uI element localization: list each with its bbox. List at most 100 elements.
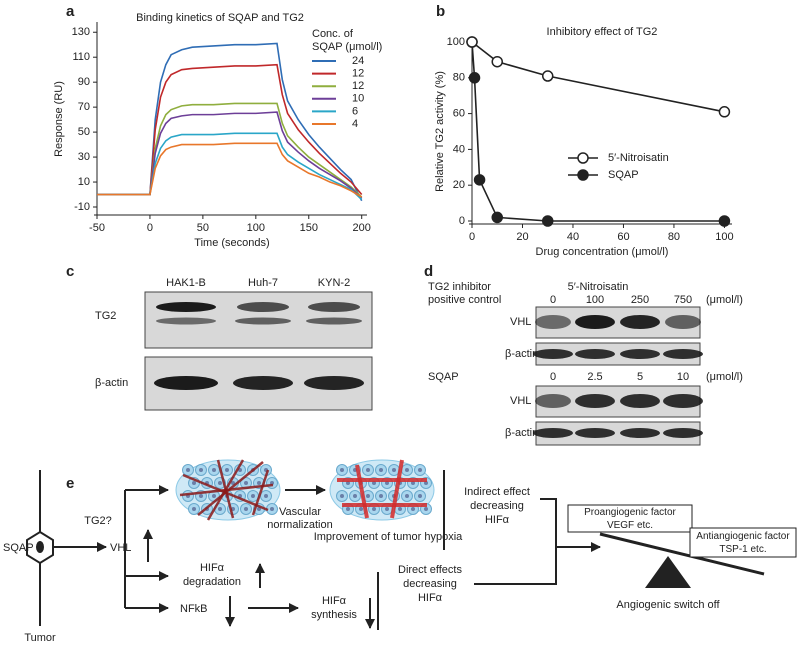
blot-band (575, 394, 615, 408)
nucleus (392, 468, 396, 472)
legend-title: SQAP (μmol/l) (312, 41, 382, 53)
text-line: Proangiogenic factor (584, 507, 676, 518)
legend-marker (577, 152, 589, 164)
point (468, 72, 481, 84)
nucleus (212, 494, 216, 498)
series-line (97, 102, 363, 198)
dose-label: 250 (631, 294, 649, 306)
panel-label: d (424, 263, 433, 280)
text-line: HIFα (200, 562, 225, 574)
x-axis-label: Drug concentration (μmol/l) (536, 246, 669, 258)
legend-label: 24 (352, 55, 364, 67)
blot-band (665, 315, 701, 329)
legend-label: 6 (352, 105, 358, 117)
y-tick-label: 80 (453, 72, 465, 84)
nucleus (186, 468, 190, 472)
drug-label: SQAP (428, 371, 459, 383)
node-label: VHL (110, 542, 131, 554)
lane-label: HAK1-B (166, 277, 206, 289)
text-line: normalization (267, 519, 332, 531)
node-label: Indirect effect (464, 486, 530, 498)
point (473, 174, 486, 186)
nucleus (372, 507, 376, 511)
point (718, 215, 731, 227)
node-label: HIFα (200, 562, 225, 574)
blot-band (156, 317, 216, 325)
dose-label: 2.5 (587, 371, 602, 383)
x-axis-label: Time (seconds) (194, 237, 269, 249)
nucleus (353, 494, 357, 498)
y-tick-label: 50 (78, 126, 90, 138)
y-tick-label: 60 (453, 108, 465, 120)
blot-band (663, 349, 703, 359)
text-line: TSP-1 etc. (719, 544, 766, 555)
y-axis-label: Relative TG2 activity (%) (434, 71, 446, 192)
y-tick-label: 20 (453, 179, 465, 191)
nucleus (218, 481, 222, 485)
row-label: TG2 (95, 310, 116, 322)
blot-band (154, 376, 218, 390)
lane-label: Huh-7 (248, 277, 278, 289)
nucleus (418, 468, 422, 472)
series-line (471, 41, 725, 113)
x-tick-label: 100 (247, 222, 265, 234)
nucleus (257, 481, 261, 485)
node-label: HIFα (485, 514, 510, 526)
blot-band (235, 317, 291, 325)
dose-label: 5 (637, 371, 643, 383)
drug-label: 5′-Nitroisatin (568, 281, 629, 293)
y-tick-label: 100 (447, 36, 465, 48)
series-line (97, 63, 363, 196)
row-label: β-actin (505, 427, 538, 439)
blot-band (233, 376, 293, 390)
text-line: HIFα (485, 514, 510, 526)
blot-c: HAK1-B Huh-7 KYN-2 TG2 β-actin (95, 277, 350, 389)
legend-label: 4 (352, 118, 358, 130)
y-tick-label: 110 (72, 51, 90, 63)
nucleus (251, 494, 255, 498)
node-label: Angiogenic switch off (616, 599, 720, 611)
chart-title: Inhibitory effect of TG2 (547, 26, 658, 38)
node-label: decreasing (470, 500, 524, 512)
series-line (97, 142, 363, 198)
node-label: Proangiogenic factor (584, 507, 676, 518)
node-label: decreasing (403, 578, 457, 590)
nucleus (385, 507, 389, 511)
panel-label: e (66, 475, 74, 492)
point (541, 70, 554, 82)
panel-label: c (66, 263, 74, 280)
nucleus (405, 494, 409, 498)
x-tick-label: 100 (715, 231, 733, 243)
node-label: synthesis (311, 609, 357, 621)
nucleus (192, 507, 196, 511)
header-label: TG2 inhibitor (428, 281, 491, 293)
blot-band (304, 376, 364, 390)
node-label: SQAP (3, 542, 34, 554)
text-line: synthesis (311, 609, 357, 621)
point (466, 36, 478, 48)
node-label: TG2? (84, 515, 112, 527)
y-tick-label: 30 (78, 151, 90, 163)
dose-label: 0 (550, 294, 556, 306)
node-label: normalization (267, 519, 332, 531)
y-tick-label: 40 (453, 143, 465, 155)
series-line (97, 132, 363, 201)
text-line: VEGF etc. (607, 520, 653, 531)
nucleus (340, 494, 344, 498)
node-label: Improvement of tumor hypoxia (314, 531, 463, 543)
nucleus (231, 481, 235, 485)
text-line: Indirect effect (464, 486, 530, 498)
x-tick-label: 0 (469, 231, 475, 243)
node-label: Direct effects (398, 564, 462, 576)
factor-box (689, 527, 797, 558)
blot-band (308, 302, 360, 312)
unit-label: (μmol/l) (706, 294, 743, 306)
legend-label: 12 (352, 80, 364, 92)
chart-title: Binding kinetics of SQAP and TG2 (136, 12, 304, 24)
y-tick-label: 90 (78, 76, 90, 88)
x-tick-label: 20 (516, 231, 528, 243)
legend-label: SQAP (608, 169, 639, 181)
series-line (97, 42, 363, 202)
nucleus (212, 468, 216, 472)
nucleus (199, 468, 203, 472)
